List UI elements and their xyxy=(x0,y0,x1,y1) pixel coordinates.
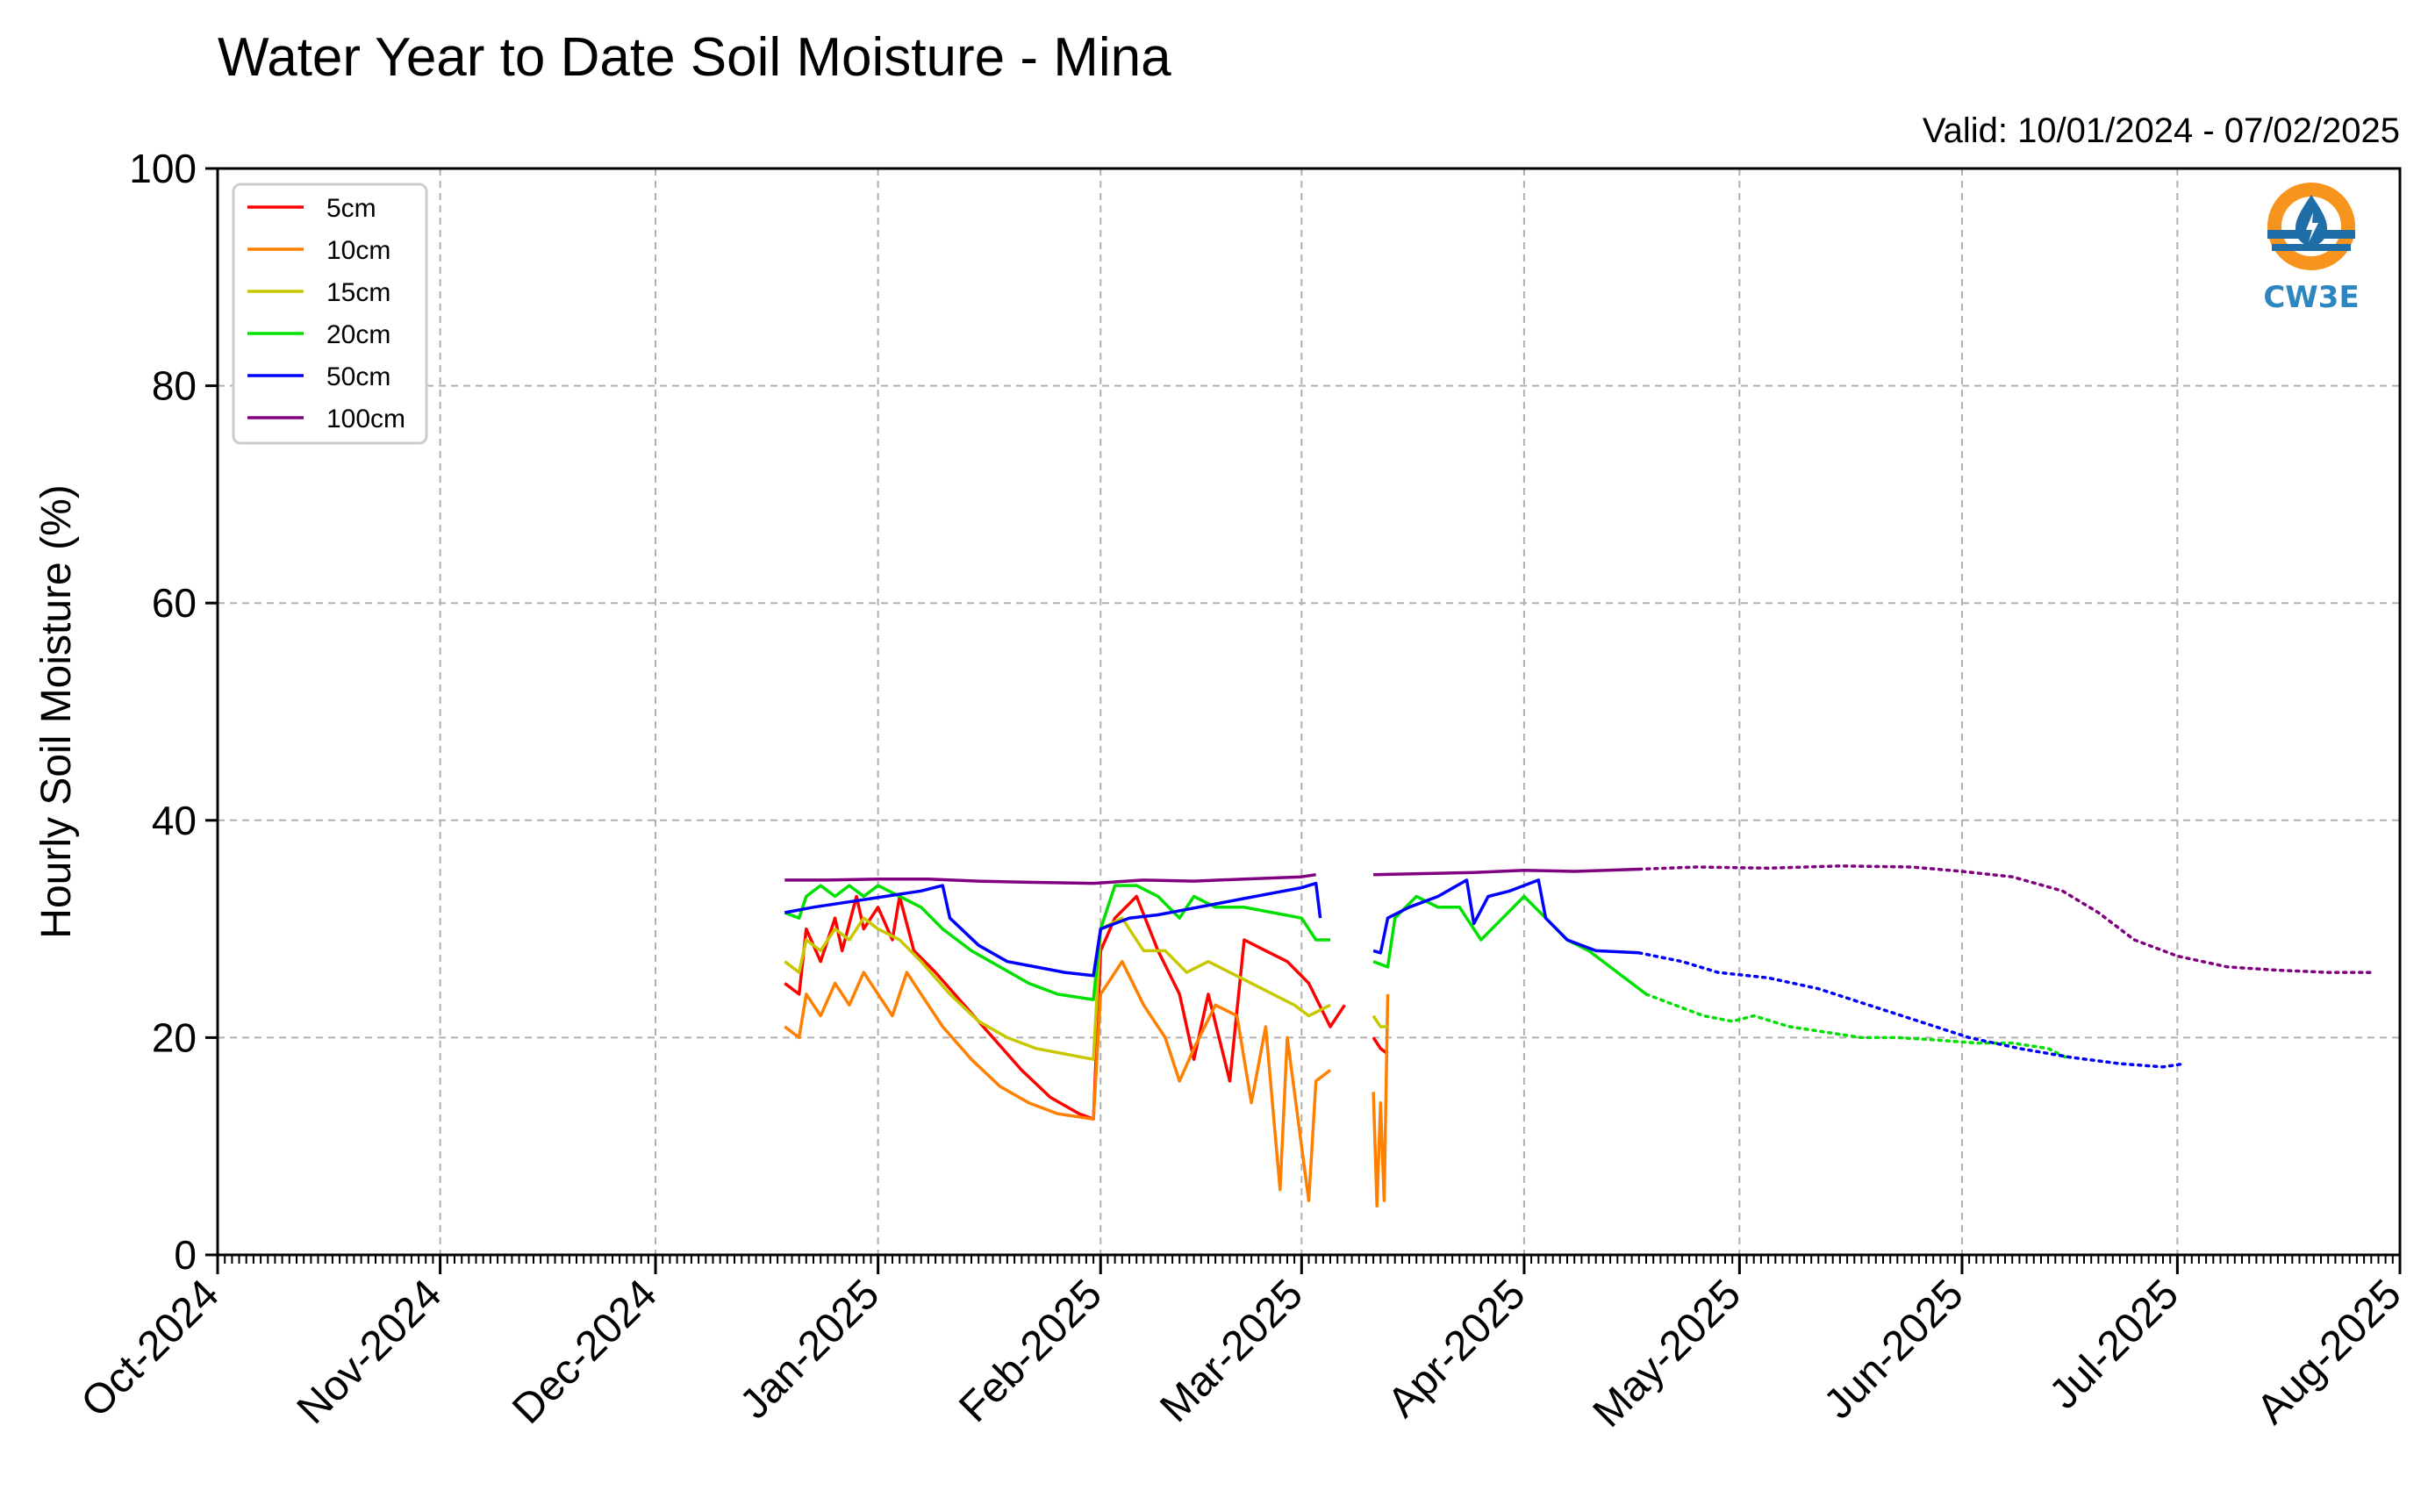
series-line-50cm xyxy=(784,881,1322,978)
y-tick-label: 80 xyxy=(152,363,197,409)
series-line-100cm xyxy=(1373,867,1639,877)
legend-label-50cm: 50cm xyxy=(326,362,390,391)
series-line-10cm xyxy=(1372,993,1390,1208)
y-axis-label: Hourly Soil Moisture (%) xyxy=(33,484,80,938)
series-line-5cm xyxy=(784,894,1346,1121)
valid-date-range: Valid: 10/01/2024 - 07/02/2025 xyxy=(1923,111,2400,150)
legend-label-15cm: 15cm xyxy=(326,278,390,307)
legend-label-5cm: 5cm xyxy=(326,194,376,223)
grid-lines xyxy=(218,168,2400,1255)
chart-title: Water Year to Date Soil Moisture - Mina xyxy=(218,27,1171,88)
y-tick-label: 40 xyxy=(152,798,197,843)
series-line-50cm xyxy=(1372,878,1639,955)
series-line-100cm xyxy=(1637,864,2374,974)
series-line-100cm xyxy=(784,872,1316,885)
y-tick-label: 100 xyxy=(129,146,197,191)
logo-text: CW3E xyxy=(2263,280,2359,315)
series-line-50cm xyxy=(1637,951,2187,1069)
legend: 5cm 10cm 15cm 20cm 50cm 100cm xyxy=(232,183,428,445)
legend-label-10cm: 10cm xyxy=(326,236,390,265)
series-line-20cm xyxy=(1644,992,2072,1061)
series-line-15cm xyxy=(784,916,1331,1061)
y-tick-label: 20 xyxy=(152,1014,197,1060)
cw3e-logo: CW3E xyxy=(2263,183,2360,315)
legend-label-100cm: 100cm xyxy=(326,405,405,434)
legend-label-20cm: 20cm xyxy=(326,320,390,349)
x-minor-ticks xyxy=(217,1255,2401,1264)
y-tick-label: 0 xyxy=(174,1232,197,1278)
series-lines xyxy=(784,864,2374,1208)
series-line-20cm xyxy=(1372,894,1648,996)
series-line-15cm xyxy=(1372,1014,1388,1028)
series-line-20cm xyxy=(784,884,1330,1001)
series-line-10cm xyxy=(784,959,1332,1202)
y-tick-label: 60 xyxy=(152,580,197,626)
